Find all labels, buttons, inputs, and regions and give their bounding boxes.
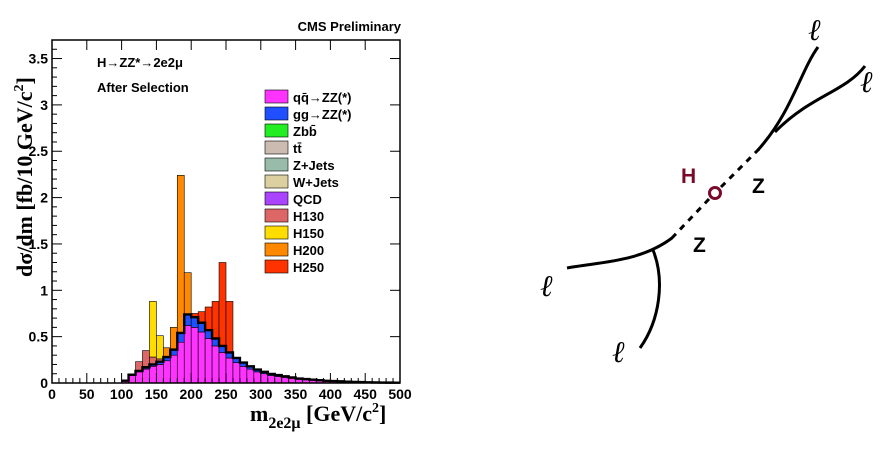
legend-label-wjets: W+Jets — [293, 175, 339, 190]
legend-swatch-h130 — [264, 208, 289, 223]
x-axis-title-subscript: 2e2μ — [268, 415, 300, 432]
y-axis-title-close: ] — [12, 77, 37, 84]
bar-qq-250 — [225, 357, 234, 384]
bar-h200-190 — [183, 272, 192, 315]
legend-label-h150: H150 — [293, 226, 324, 241]
bar-qq-190 — [183, 325, 192, 384]
higgs-vertex — [708, 186, 722, 200]
z-boson-lower-propagator — [668, 197, 711, 242]
y-tick-label-0.5: 0.5 — [29, 329, 49, 345]
bar-qq-140 — [149, 366, 157, 384]
legend-label-h200: H200 — [293, 243, 324, 258]
x-tick-label-250: 250 — [214, 386, 238, 402]
lepton-label-top: ℓ — [808, 14, 821, 47]
legend-swatch-h200 — [264, 242, 289, 257]
decay-diagram: H Z Z ℓ ℓ ℓ ℓ — [540, 14, 873, 369]
x-axis-title-unit: [GeV/c — [301, 401, 373, 426]
y-tick-label-1.5: 1.5 — [29, 236, 49, 252]
z-label-upper: Z — [752, 175, 765, 198]
legend-label-zjets: Z+Jets — [293, 158, 335, 173]
legend-swatch-zjets — [264, 157, 289, 172]
cms-preliminary-header: CMS Preliminary — [298, 19, 402, 34]
histogram-bars — [121, 175, 401, 384]
bar-qq-260 — [232, 362, 241, 384]
bar-qq-160 — [163, 360, 171, 384]
legend-swatch-zbb — [264, 123, 289, 138]
bar-qq-170 — [170, 354, 178, 384]
x-tick-label-450: 450 — [354, 386, 378, 402]
y-tick-label-3.5: 3.5 — [29, 51, 49, 67]
legend-label-gg: gg→ZZ(*) — [293, 107, 351, 122]
bar-qq-230 — [211, 345, 220, 384]
y-axis-title-power: 2 — [12, 84, 27, 91]
x-tick-label-150: 150 — [145, 386, 169, 402]
legend-label-qcd: QCD — [293, 192, 322, 207]
selection-label: After Selection — [97, 80, 189, 95]
y-tick-label-3: 3 — [40, 97, 48, 113]
legend-swatch-qq — [264, 89, 289, 104]
legend-label-tt: tt̄ — [293, 141, 302, 156]
process-label: H→ZZ*→2e2μ — [97, 55, 183, 70]
legend-swatch-tt — [264, 140, 289, 155]
bar-qq-220 — [204, 338, 213, 384]
x-tick-label-100: 100 — [110, 386, 134, 402]
legend-label-qq: qq̄→ZZ(*) — [293, 90, 351, 105]
x-tick-label-200: 200 — [180, 386, 204, 402]
y-tick-label-2.5: 2.5 — [29, 143, 49, 159]
z-boson-upper-propagator — [719, 144, 764, 189]
x-tick-label-50: 50 — [79, 386, 95, 402]
x-tick-label-350: 350 — [284, 386, 308, 402]
y-tick-label-1: 1 — [40, 282, 48, 298]
x-axis-title-main: m — [250, 401, 268, 426]
legend-swatch-gg — [264, 106, 289, 121]
lepton-label-right: ℓ — [860, 66, 873, 99]
x-axis-title-close: ] — [379, 401, 386, 426]
lepton-label-left: ℓ — [540, 270, 553, 303]
bar-h150-140 — [149, 301, 157, 358]
legend-swatch-h150 — [264, 225, 289, 240]
bar-qq-280 — [246, 368, 255, 384]
legend-label-h250: H250 — [293, 260, 324, 275]
y-axis-title: dσ/dm [fb/10 GeV/c2] — [12, 77, 37, 277]
z-label-lower: Z — [693, 234, 706, 257]
x-axis-title-power: 2 — [372, 401, 379, 416]
bar-h150-150 — [156, 335, 164, 360]
bar-qq-270 — [239, 366, 248, 384]
x-axis-title: m2e2μ [GeV/c2] — [250, 401, 386, 432]
x-tick-label-400: 400 — [319, 386, 343, 402]
axis-ticks: 0 50 100 150 200 250 300 350 400 450 500 0 0.5 1 1.5 2 2… — [29, 40, 412, 402]
bar-qq-150 — [156, 364, 164, 384]
bar-qq-300 — [260, 373, 269, 384]
bar-h250-240 — [218, 262, 227, 347]
x-tick-label-0: 0 — [48, 386, 56, 402]
bar-qq-290 — [253, 371, 262, 384]
legend-label-h130: H130 — [293, 209, 324, 224]
x-tick-label-300: 300 — [249, 386, 273, 402]
legend-swatch-qcd — [264, 191, 289, 206]
bar-qq-200 — [190, 327, 199, 384]
legend-swatch-h250 — [264, 259, 289, 274]
histogram-panel: CMS Preliminary 0 50 100 150 200 250 300 350 400… — [12, 19, 412, 432]
bar-qq-310 — [267, 375, 276, 384]
lower-lepton-line-2 — [638, 249, 661, 349]
upper-lepton-line-2 — [773, 65, 867, 134]
bar-qq-210 — [197, 331, 206, 384]
legend-swatch-wjets — [264, 174, 289, 189]
bar-qq-240 — [218, 352, 227, 384]
legend: qq̄→ZZ(*) gg→ZZ(*) Zbb̄ tt̄ Z+Jets W+Jets QCD H… — [264, 89, 351, 275]
lepton-label-bottom: ℓ — [612, 336, 625, 369]
upper-lepton-line-1 — [756, 46, 820, 151]
y-tick-label-0: 0 — [40, 375, 48, 391]
y-tick-label-2: 2 — [40, 190, 48, 206]
x-tick-label-500: 500 — [388, 386, 412, 402]
legend-label-zbb: Zbb̄ — [293, 124, 317, 139]
y-axis-title-main: dσ/dm [fb/10 GeV/c — [12, 91, 37, 277]
bar-h200-180 — [176, 175, 185, 334]
lower-lepton-line-1 — [566, 236, 673, 270]
higgs-label: H — [681, 165, 696, 188]
